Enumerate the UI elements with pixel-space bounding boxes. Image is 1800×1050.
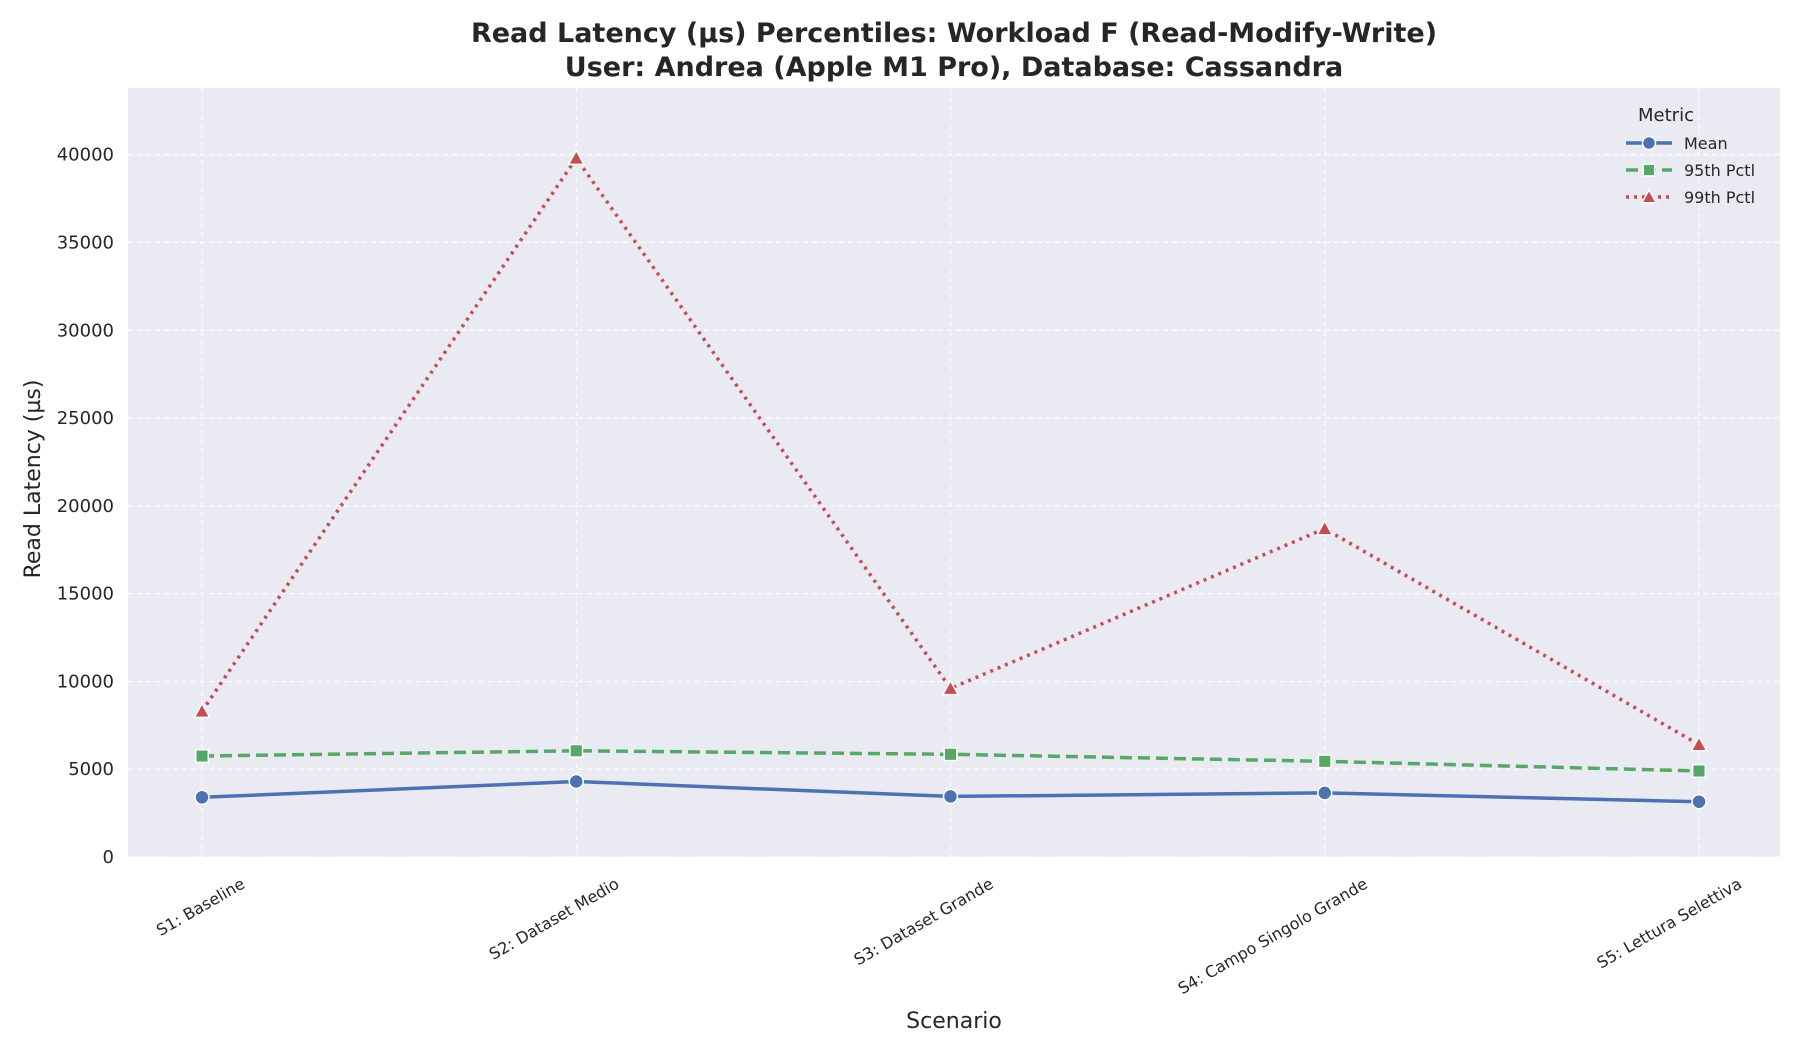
x-tick-label: S3: Dataset Grande	[851, 874, 997, 969]
data-point	[941, 679, 960, 696]
data-point	[942, 788, 959, 805]
data-point	[193, 702, 211, 719]
data-point	[569, 743, 584, 758]
data-point	[194, 748, 210, 764]
series-99th-pctl	[193, 148, 1708, 752]
legend-item: Mean	[1626, 134, 1728, 153]
y-axis-ticks: 0 5000 10000 15000 20000 25000 30000 35000 40000	[57, 145, 114, 868]
x-tick-label: S5: Lettura Selettiva	[1593, 874, 1745, 972]
data-point	[194, 789, 210, 806]
data-point	[1690, 735, 1708, 752]
legend-marker	[1642, 163, 1656, 177]
y-tick-label: 40000	[57, 145, 114, 166]
x-tick-label: S2: Dataset Medio	[486, 874, 622, 964]
data-point	[1315, 519, 1334, 536]
legend-title: Metric	[1638, 105, 1694, 126]
legend-marker	[1640, 188, 1658, 204]
x-axis-label: Scenario	[906, 1009, 1002, 1034]
y-tick-label: 25000	[57, 408, 114, 429]
chart-title-line-1: Read Latency (µs) Percentiles: Workload …	[471, 18, 1437, 49]
legend-label: Mean	[1684, 134, 1728, 153]
data-point	[1691, 763, 1707, 779]
x-axis-ticks: S1: Baseline S2: Dataset Medio S3: Dataset…	[153, 874, 1745, 998]
chart-title-line-2: User: Andrea (Apple M1 Pro), Database: C…	[565, 52, 1343, 83]
legend-item: 99th Pctl	[1626, 188, 1755, 207]
data-point	[943, 747, 958, 762]
y-tick-label: 20000	[57, 496, 114, 517]
legend-label: 99th Pctl	[1684, 188, 1755, 207]
plot-area	[128, 88, 1780, 857]
y-tick-label: 30000	[57, 320, 114, 341]
series-95th-pctl	[194, 743, 1707, 779]
y-tick-label: 10000	[57, 671, 114, 692]
y-tick-label: 0	[103, 847, 114, 868]
gridlines	[128, 88, 1780, 858]
y-axis-label: Read Latency (µs)	[21, 380, 46, 579]
y-tick-label: 35000	[57, 233, 114, 254]
legend-label: 95th Pctl	[1684, 161, 1755, 180]
series-mean	[194, 773, 1707, 810]
legend-item: 95th Pctl	[1626, 161, 1755, 180]
data-point	[567, 148, 586, 166]
data-point	[568, 773, 584, 790]
legend-marker	[1641, 135, 1657, 151]
series-group	[193, 148, 1708, 810]
data-point	[1317, 785, 1333, 801]
x-tick-label: S4: Campo Singolo Grande	[1175, 874, 1371, 998]
data-point	[1317, 754, 1332, 769]
y-tick-label: 15000	[57, 584, 114, 605]
data-point	[1691, 793, 1707, 810]
legend: Metric Mean 95th Pctl 99th Pctl	[1626, 105, 1755, 207]
x-tick-label: S1: Baseline	[153, 874, 248, 940]
y-tick-label: 5000	[68, 759, 114, 780]
